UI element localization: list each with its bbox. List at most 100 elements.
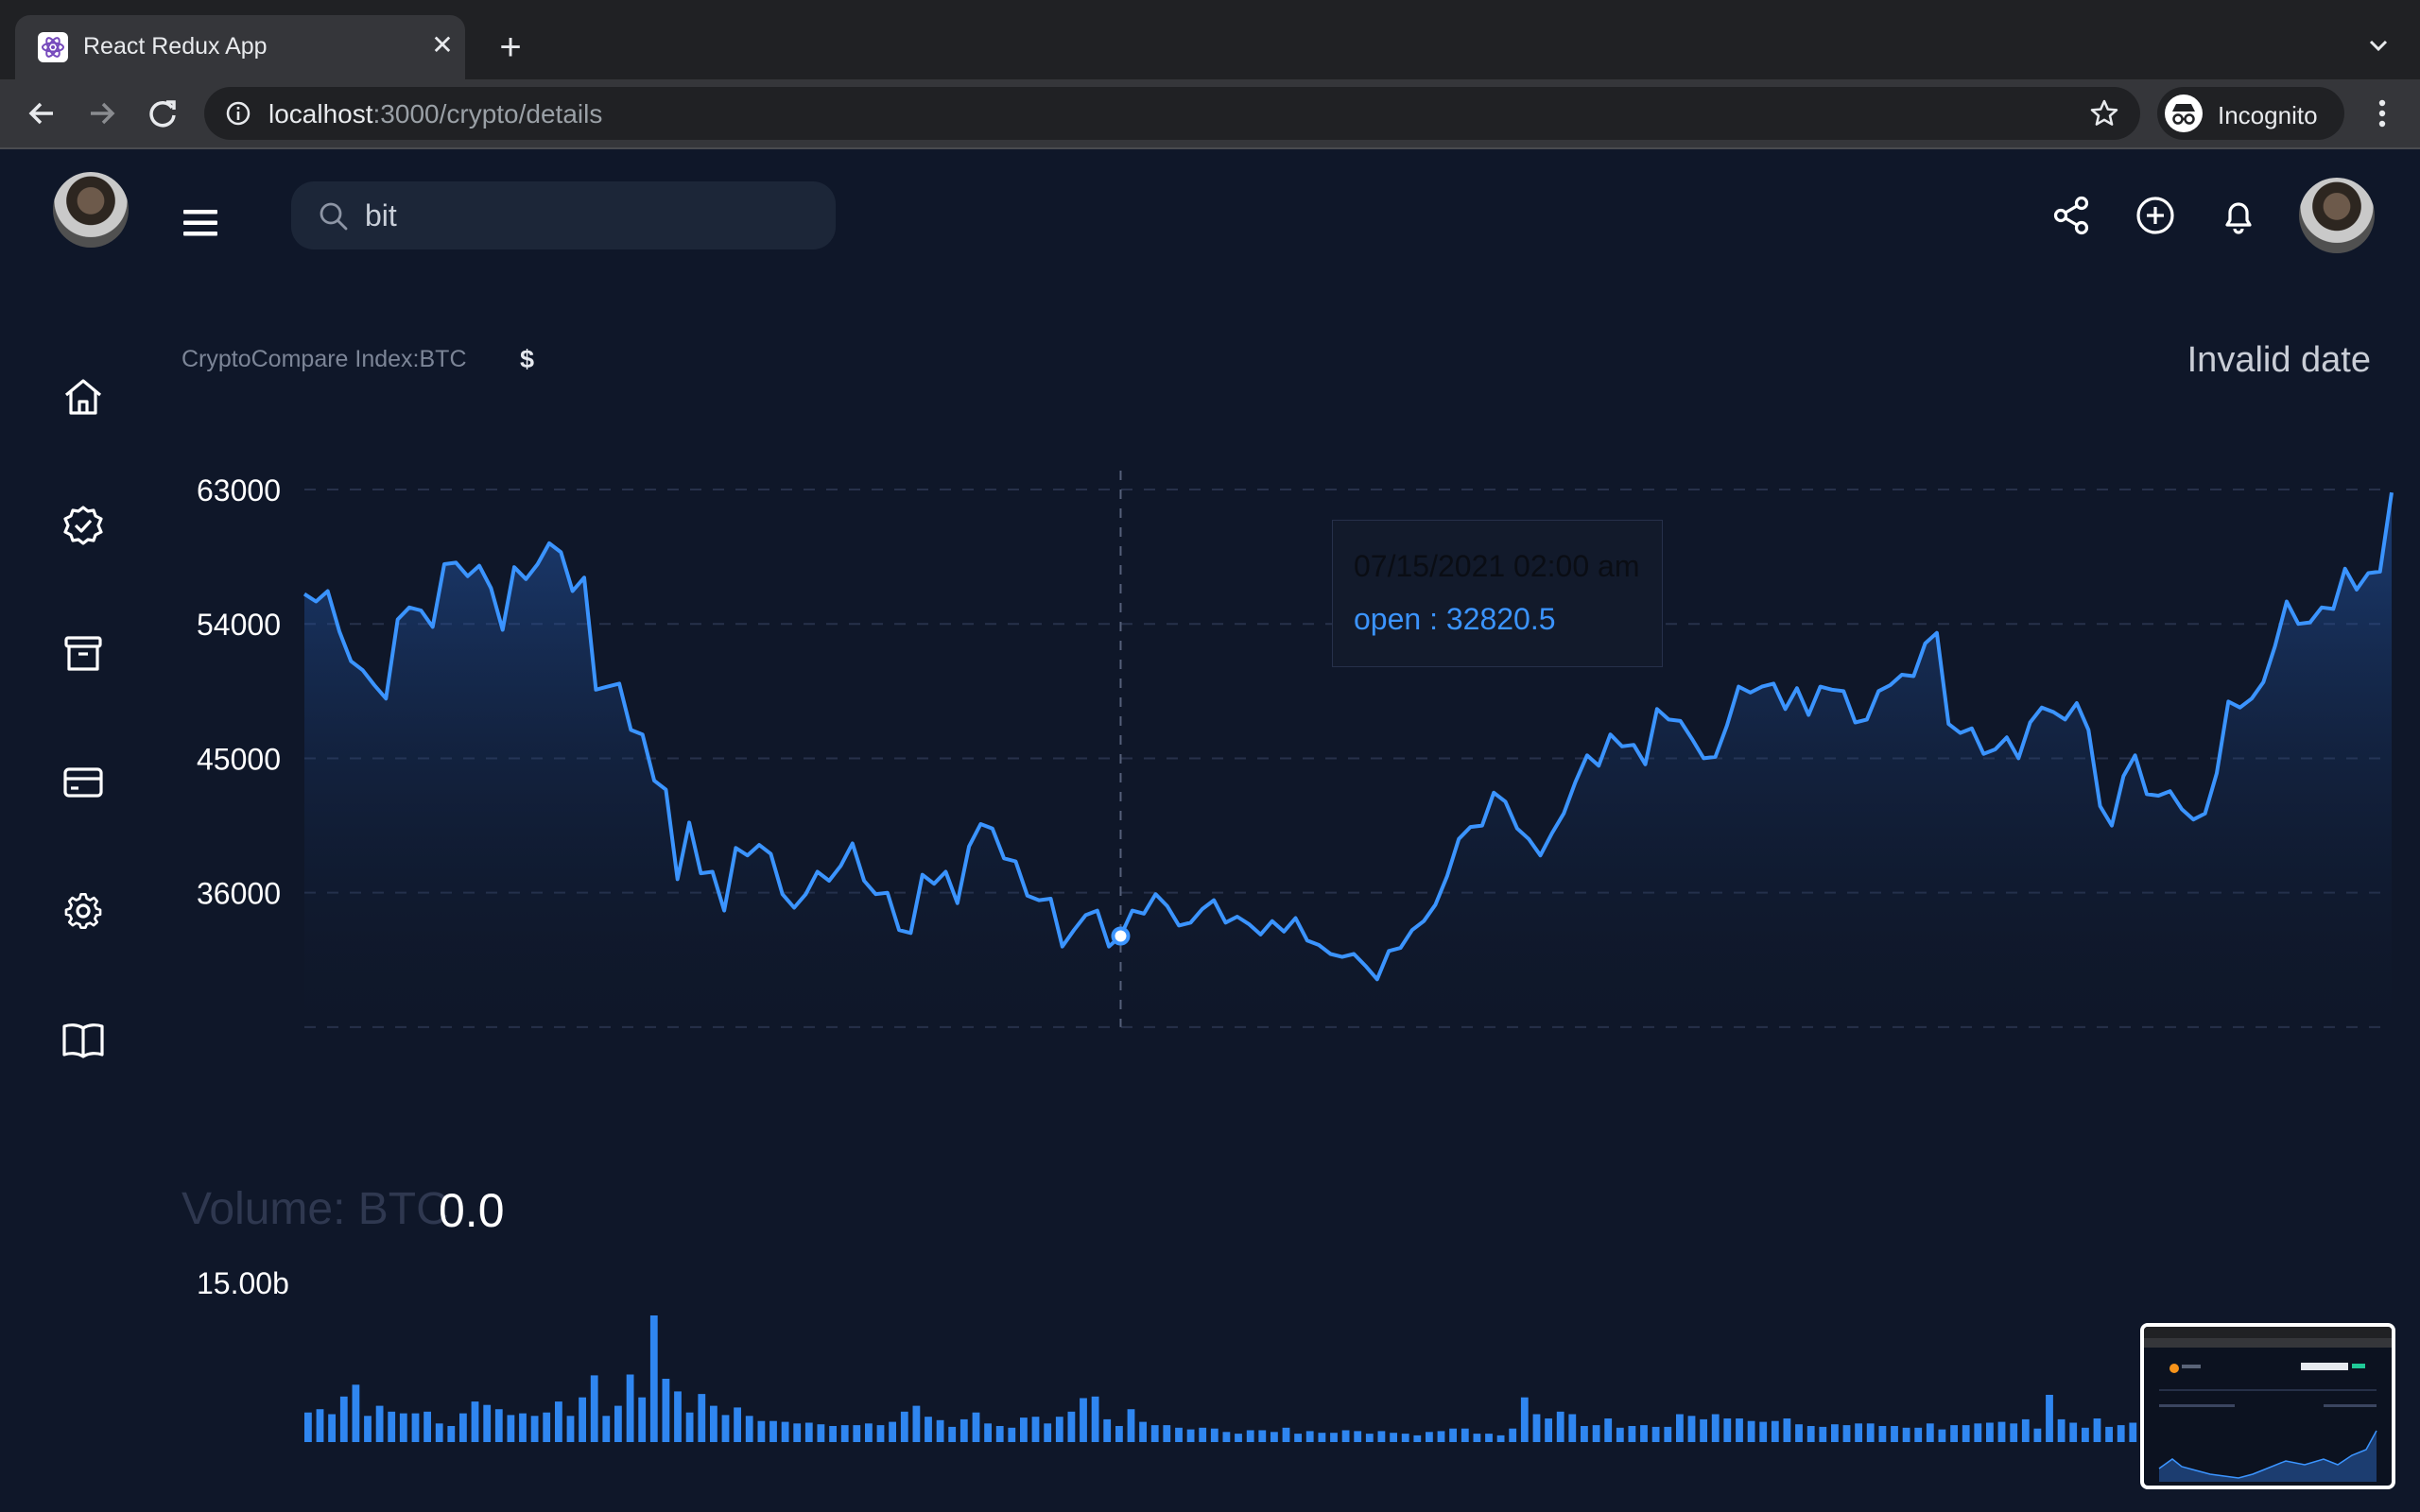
volume-bar[interactable]	[769, 1420, 777, 1442]
volume-bar[interactable]	[1962, 1425, 1970, 1442]
volume-bar[interactable]	[1080, 1398, 1087, 1443]
volume-bar[interactable]	[804, 1422, 813, 1443]
volume-bar[interactable]	[1426, 1432, 1433, 1442]
volume-bar[interactable]	[1831, 1424, 1839, 1442]
volume-bar[interactable]	[1878, 1426, 1887, 1442]
volume-bar[interactable]	[1020, 1418, 1028, 1442]
volume-bar[interactable]	[1532, 1414, 1541, 1443]
volume-bar[interactable]	[1496, 1435, 1505, 1442]
volume-bar[interactable]	[411, 1413, 420, 1442]
volume-bar[interactable]	[614, 1405, 622, 1442]
volume-bar[interactable]	[745, 1416, 753, 1442]
volume-bar[interactable]	[1175, 1427, 1183, 1442]
bookmark-star-icon[interactable]	[2089, 98, 2119, 129]
volume-bar[interactable]	[1318, 1433, 1326, 1442]
volume-bar[interactable]	[2010, 1423, 2018, 1442]
volume-bar[interactable]	[1365, 1434, 1374, 1442]
volume-bar[interactable]	[829, 1426, 837, 1442]
volume-bar[interactable]	[1031, 1417, 1040, 1442]
book-icon[interactable]	[60, 1017, 106, 1062]
volume-bar[interactable]	[1330, 1433, 1338, 1442]
volume-bar[interactable]	[685, 1412, 694, 1442]
volume-bar[interactable]	[972, 1412, 980, 1442]
volume-bar[interactable]	[900, 1411, 908, 1442]
volume-bar[interactable]	[1651, 1426, 1660, 1442]
volume-bar[interactable]	[865, 1423, 873, 1442]
search-input[interactable]	[365, 195, 809, 236]
volume-bar[interactable]	[1891, 1426, 1898, 1442]
volume-bar[interactable]	[1186, 1429, 1195, 1442]
volume-bar[interactable]	[734, 1407, 741, 1442]
volume-bar[interactable]	[1556, 1411, 1564, 1442]
settings-icon[interactable]	[60, 888, 106, 934]
volume-bar[interactable]	[626, 1374, 634, 1443]
volume-bar[interactable]	[1783, 1418, 1791, 1442]
volume-bar[interactable]	[674, 1391, 682, 1442]
volume-bar[interactable]	[328, 1414, 336, 1443]
volume-bar[interactable]	[1377, 1431, 1386, 1442]
volume-bar[interactable]	[757, 1420, 766, 1442]
volume-bar[interactable]	[925, 1417, 932, 1442]
volume-bar[interactable]	[817, 1424, 825, 1442]
volume-bar[interactable]	[471, 1401, 479, 1442]
volume-bar[interactable]	[602, 1416, 611, 1442]
volume-bar[interactable]	[1687, 1416, 1696, 1442]
volume-bar[interactable]	[1413, 1435, 1422, 1442]
volume-bar[interactable]	[1759, 1421, 1768, 1442]
volume-bar[interactable]	[1485, 1434, 1493, 1442]
volume-bar[interactable]	[1354, 1431, 1362, 1442]
volume-bar[interactable]	[2046, 1395, 2053, 1442]
volume-bar[interactable]	[1986, 1422, 1994, 1443]
archive-icon[interactable]	[60, 631, 106, 677]
volume-bar[interactable]	[1676, 1414, 1684, 1443]
volume-bar[interactable]	[876, 1425, 885, 1442]
volume-bar[interactable]	[1044, 1423, 1052, 1442]
volume-bar[interactable]	[698, 1394, 706, 1442]
volume-bar[interactable]	[1520, 1397, 1529, 1442]
volume-bar[interactable]	[304, 1412, 312, 1442]
volume-bar[interactable]	[1449, 1428, 1457, 1442]
volume-bar[interactable]	[399, 1413, 407, 1442]
volume-bar[interactable]	[936, 1419, 944, 1442]
volume-bar[interactable]	[649, 1315, 658, 1442]
volume-bar[interactable]	[1199, 1427, 1207, 1442]
volume-bar[interactable]	[889, 1421, 896, 1442]
volume-bar[interactable]	[1902, 1427, 1910, 1442]
volume-bar[interactable]	[2082, 1427, 2089, 1442]
volume-bar[interactable]	[2105, 1426, 2113, 1442]
volume-bar[interactable]	[1294, 1434, 1302, 1442]
volume-bar[interactable]	[435, 1423, 443, 1442]
volume-bar[interactable]	[1258, 1430, 1267, 1443]
volume-bar[interactable]	[1997, 1421, 2006, 1442]
search-box[interactable]	[291, 181, 836, 249]
volume-bar[interactable]	[1723, 1418, 1732, 1442]
incognito-indicator[interactable]: Incognito	[2157, 87, 2344, 140]
volume-bar[interactable]	[364, 1416, 372, 1442]
address-bar[interactable]: localhost:3000/crypto/details	[204, 87, 2140, 140]
screenshot-thumbnail[interactable]	[2140, 1323, 2395, 1489]
volume-bar[interactable]	[1842, 1425, 1851, 1442]
volume-bar[interactable]	[2117, 1425, 2125, 1442]
volume-bar[interactable]	[1139, 1421, 1147, 1442]
volume-bar[interactable]	[1926, 1423, 1934, 1442]
volume-bar[interactable]	[1091, 1396, 1099, 1442]
volume-bar[interactable]	[793, 1423, 802, 1442]
price-line[interactable]	[302, 491, 2394, 982]
new-tab-button[interactable]: +	[499, 26, 522, 68]
volume-bar[interactable]	[2129, 1422, 2137, 1443]
volume-bar[interactable]	[519, 1413, 527, 1442]
volume-bar[interactable]	[543, 1412, 551, 1442]
price-volume-chart[interactable]: 63000 54000 45000 36000	[0, 151, 2420, 1512]
volume-bar[interactable]	[1568, 1414, 1577, 1443]
volume-bar[interactable]	[1222, 1432, 1231, 1442]
volume-bar[interactable]	[447, 1426, 456, 1442]
volume-bar[interactable]	[1163, 1425, 1171, 1442]
volume-bar[interactable]	[2093, 1418, 2101, 1442]
volume-bar[interactable]	[1115, 1426, 1123, 1442]
volume-bar[interactable]	[2033, 1428, 2042, 1442]
volume-bar[interactable]	[1210, 1428, 1219, 1442]
volume-bar[interactable]	[2069, 1422, 2078, 1443]
sidebar-avatar[interactable]	[53, 172, 129, 248]
volume-bar[interactable]	[662, 1379, 670, 1442]
volume-bar[interactable]	[1938, 1429, 1946, 1442]
